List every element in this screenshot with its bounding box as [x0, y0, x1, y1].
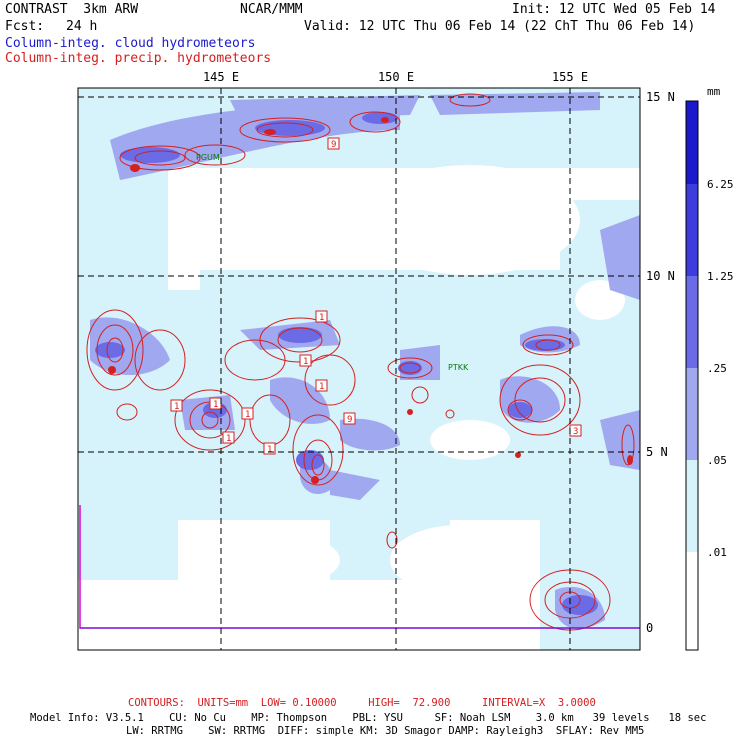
- model-info-line2: LW: RRTMG SW: RRTMG DIFF: simple KM: 3D …: [126, 725, 645, 737]
- contour-tag: 1: [213, 400, 218, 410]
- colorbar-swatch: [686, 101, 698, 184]
- contour-tag: 1: [245, 410, 250, 420]
- station-label-guam: PGUM: [196, 153, 220, 162]
- colorbar-level: .01: [707, 546, 727, 559]
- colorbar-swatch: [686, 368, 698, 460]
- colorbar-swatch: [686, 184, 698, 276]
- init-time: Init: 12 UTC Wed 05 Feb 14: [512, 2, 716, 17]
- contour-tag: 1: [174, 402, 179, 412]
- contour-tag: 1: [226, 434, 231, 444]
- lat-label: 0: [646, 621, 653, 635]
- lon-label: 155 E: [552, 70, 588, 84]
- contour-tag: 1: [319, 313, 324, 323]
- colorbar-level: 6.25: [707, 178, 734, 191]
- lon-labels: 145 E 150 E 155 E: [203, 70, 588, 84]
- colorbar-swatch: [686, 552, 698, 650]
- center-label: NCAR/MMM: [240, 2, 303, 17]
- contour-tag: 9: [347, 415, 352, 425]
- lat-label: 5 N: [646, 445, 668, 459]
- colorbar-swatch: [686, 460, 698, 552]
- model-info-line1: Model Info: V3.5.1 CU: No Cu MP: Thompso…: [30, 712, 707, 724]
- lon-label: 145 E: [203, 70, 239, 84]
- contour-tag: 3: [573, 427, 578, 437]
- map-field: 1 1 1 1 1 1 1 1 9 9 3 PTKK PGUM: [78, 88, 640, 650]
- legend-cloud: Column-integ. cloud hydrometeors: [5, 36, 256, 51]
- valid-time: Valid: 12 UTC Thu 06 Feb 14 (22 ChT Thu …: [304, 19, 696, 34]
- contour-tag: 1: [303, 357, 308, 367]
- forecast-label: Fcst:: [5, 19, 45, 34]
- lat-label: 15 N: [646, 90, 675, 104]
- contour-tag: 9: [331, 140, 336, 150]
- contour-tags: 1 1 1 1 1 1 1 1 9 9 3: [170, 137, 582, 455]
- lat-label: 10 N: [646, 269, 675, 283]
- precip-cores: [108, 117, 633, 484]
- colorbar-swatch: [686, 276, 698, 368]
- lat-labels: 15 N 10 N 5 N 0: [646, 90, 675, 635]
- colorbar-level: .05: [707, 454, 727, 467]
- contour-tag: 1: [267, 445, 272, 455]
- plot-title: CONTRAST 3km ARW: [5, 2, 139, 17]
- legend-precip: Column-integ. precip. hydrometeors: [5, 51, 272, 66]
- colorbar-level: .25: [707, 362, 727, 375]
- contours-info: CONTOURS: UNITS=mm LOW= 0.10000 HIGH= 72…: [128, 697, 596, 709]
- lat-lon-grid: [78, 88, 640, 650]
- colorbar-unit: mm: [707, 85, 721, 98]
- map-frame: [77, 87, 641, 651]
- forecast-hours: 24 h: [66, 19, 98, 34]
- lon-label: 150 E: [378, 70, 414, 84]
- station-label: PTKK: [448, 363, 469, 372]
- colorbar: mm 6.25 1.25 .25 .05 .01: [685, 85, 734, 651]
- contour-tag: 1: [319, 382, 324, 392]
- colorbar-level: 1.25: [707, 270, 734, 283]
